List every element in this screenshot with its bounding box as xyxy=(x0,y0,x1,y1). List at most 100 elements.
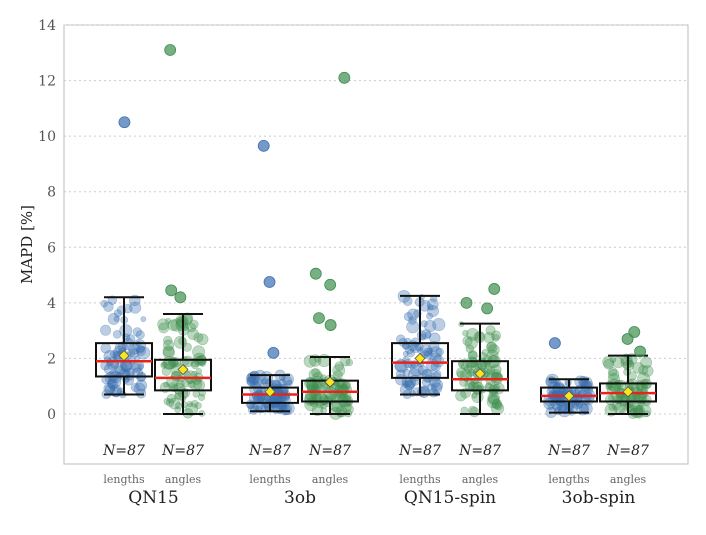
data-point xyxy=(246,376,257,387)
group-label-3: 3ob-spin xyxy=(562,488,636,508)
data-point xyxy=(492,371,499,379)
data-point xyxy=(198,393,206,401)
group-label-1: 3ob xyxy=(284,488,316,508)
data-point xyxy=(632,393,641,402)
data-point xyxy=(193,332,204,343)
category-label-lengths: lengths xyxy=(399,473,441,486)
group-label-0: QN15 xyxy=(128,488,178,508)
data-point xyxy=(129,301,142,314)
category-label-angles: angles xyxy=(312,473,349,486)
data-point xyxy=(404,380,415,391)
data-point xyxy=(332,364,346,377)
data-point xyxy=(409,374,421,386)
data-point xyxy=(186,400,194,408)
data-point xyxy=(421,377,432,387)
data-point xyxy=(140,316,147,322)
data-point xyxy=(137,363,144,370)
data-point xyxy=(426,383,437,394)
data-point xyxy=(132,327,142,337)
data-point xyxy=(404,379,416,391)
data-point xyxy=(341,402,352,413)
outlier-point xyxy=(324,319,337,331)
data-point xyxy=(403,311,413,322)
data-point xyxy=(580,380,592,392)
data-point xyxy=(471,392,478,399)
data-point xyxy=(281,373,294,386)
data-point xyxy=(466,328,479,341)
data-point xyxy=(486,341,497,352)
category-label-angles: angles xyxy=(462,473,499,486)
data-point xyxy=(578,375,589,387)
outlier-point xyxy=(267,346,280,359)
data-point xyxy=(174,406,181,414)
data-point xyxy=(620,353,633,366)
data-point xyxy=(182,355,194,368)
data-point xyxy=(135,330,145,340)
data-point xyxy=(420,320,428,328)
data-point xyxy=(426,298,439,311)
data-point xyxy=(461,362,470,371)
data-point xyxy=(581,380,594,393)
data-point xyxy=(135,345,147,356)
data-point xyxy=(435,347,444,357)
mean-marker xyxy=(264,386,276,398)
data-point xyxy=(157,318,170,331)
y-axis-label: MAPD [%] xyxy=(18,205,36,284)
data-point xyxy=(406,320,420,334)
data-point xyxy=(407,308,419,321)
data-point xyxy=(408,316,417,325)
data-point xyxy=(167,319,180,331)
data-point xyxy=(190,360,200,370)
data-point xyxy=(488,393,500,406)
data-point xyxy=(485,382,492,389)
category-label-lengths: lengths xyxy=(548,473,590,486)
data-point xyxy=(190,400,199,408)
data-point xyxy=(490,364,502,376)
data-point xyxy=(464,336,478,350)
mean-marker xyxy=(118,350,130,362)
data-point xyxy=(616,379,627,390)
data-point xyxy=(114,341,127,354)
data-point xyxy=(135,379,148,392)
data-point xyxy=(179,356,190,367)
data-point xyxy=(269,394,283,407)
data-point xyxy=(608,366,618,377)
data-point xyxy=(486,395,500,409)
data-point xyxy=(113,309,122,318)
box-QN15-lengths xyxy=(95,342,153,378)
box-QN15-spin-angles xyxy=(451,360,509,392)
data-point xyxy=(162,345,175,357)
data-point xyxy=(130,382,140,392)
data-point xyxy=(491,399,502,410)
outlier-point xyxy=(263,276,276,288)
outlier-point xyxy=(174,291,187,304)
data-point xyxy=(337,394,349,406)
outlier-point xyxy=(460,296,473,309)
data-point xyxy=(100,342,111,354)
data-point xyxy=(286,379,293,387)
mean-marker xyxy=(622,386,634,398)
outlier-point xyxy=(164,44,177,56)
data-point xyxy=(547,404,554,411)
data-point xyxy=(640,356,653,369)
data-point xyxy=(160,361,168,369)
data-point xyxy=(429,352,442,365)
data-point xyxy=(467,368,476,377)
data-point xyxy=(399,383,413,396)
data-point xyxy=(311,382,319,390)
data-point xyxy=(456,367,467,378)
data-point xyxy=(607,372,620,386)
outlier-point xyxy=(634,345,647,358)
data-point xyxy=(163,339,175,351)
data-point xyxy=(308,368,322,382)
outlier-point xyxy=(257,139,270,152)
data-point xyxy=(165,398,175,407)
data-point xyxy=(192,345,206,359)
y-tick-label: 8 xyxy=(47,185,56,201)
data-point xyxy=(401,380,410,388)
data-point xyxy=(283,376,293,386)
data-point xyxy=(603,358,615,370)
data-point xyxy=(487,344,500,356)
data-point xyxy=(163,381,170,388)
